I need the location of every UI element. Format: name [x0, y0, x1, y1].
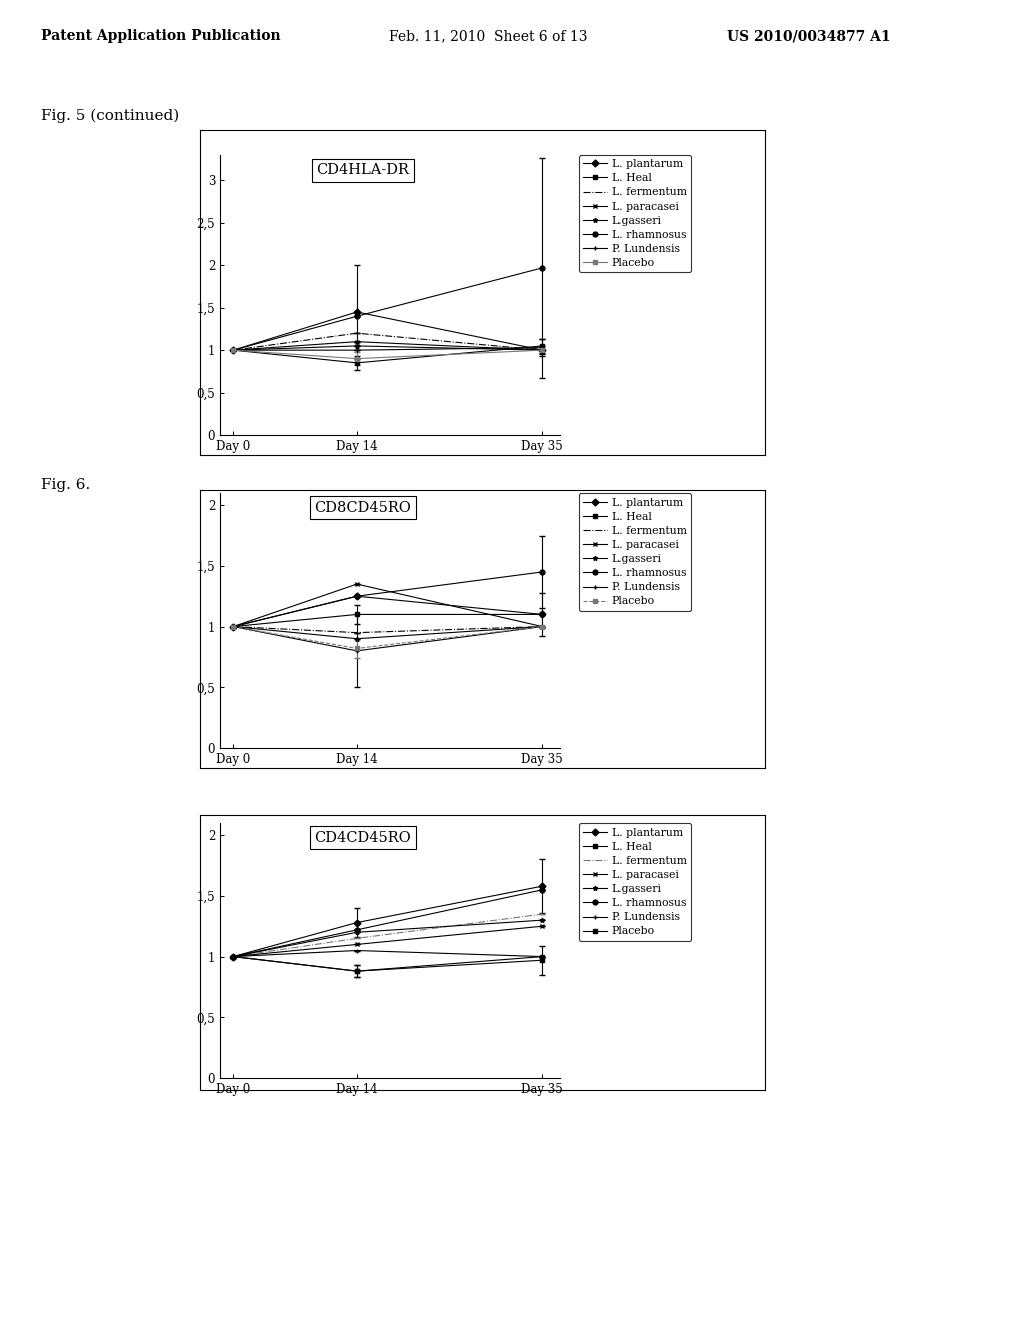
Legend: L. plantarum, L. Heal, L. fermentum, L. paracasei, L.gasseri, L. rhamnosus, P. L: L. plantarum, L. Heal, L. fermentum, L. …: [579, 154, 691, 272]
Text: CD8CD45RO: CD8CD45RO: [314, 500, 412, 515]
Legend: L. plantarum, L. Heal, L. fermentum, L. paracasei, L.gasseri, L. rhamnosus, P. L: L. plantarum, L. Heal, L. fermentum, L. …: [579, 494, 691, 611]
Text: US 2010/0034877 A1: US 2010/0034877 A1: [727, 29, 891, 44]
Text: Patent Application Publication: Patent Application Publication: [41, 29, 281, 44]
Legend: L. plantarum, L. Heal, L. fermentum, L. paracasei, L.gasseri, L. rhamnosus, P. L: L. plantarum, L. Heal, L. fermentum, L. …: [579, 824, 691, 941]
Text: CD4CD45RO: CD4CD45RO: [314, 830, 412, 845]
Text: Fig. 5 (continued): Fig. 5 (continued): [41, 108, 179, 123]
Text: Fig. 6.: Fig. 6.: [41, 478, 90, 492]
Text: CD4HLA-DR: CD4HLA-DR: [316, 164, 410, 177]
Text: Feb. 11, 2010  Sheet 6 of 13: Feb. 11, 2010 Sheet 6 of 13: [389, 29, 588, 44]
